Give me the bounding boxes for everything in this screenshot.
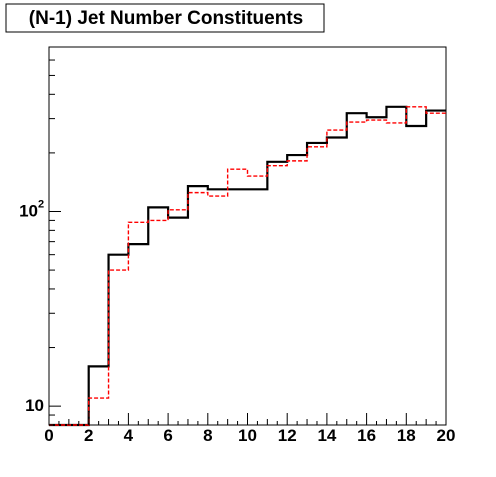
chart-title-box: (N-1) Jet Number Constituents: [5, 3, 325, 33]
x-tick-label: 10: [238, 426, 257, 445]
x-tick-label: 4: [124, 426, 134, 445]
x-tick-label: 16: [357, 426, 376, 445]
x-tick-label: 14: [317, 426, 336, 445]
x-tick-label: 6: [163, 426, 172, 445]
y-tick-label: 10: [19, 201, 38, 220]
chart-title: (N-1) Jet Number Constituents: [29, 8, 303, 29]
x-tick-label: 2: [84, 426, 93, 445]
x-tick-label: 8: [203, 426, 212, 445]
series-red-dashed-histogram: [49, 106, 446, 426]
x-tick-label: 18: [397, 426, 416, 445]
x-tick-label: 20: [437, 426, 456, 445]
series-layer: [49, 105, 446, 427]
y-tick-label: 10: [25, 396, 44, 415]
x-tick-label: 12: [278, 426, 297, 445]
x-tick-label: 0: [44, 426, 53, 445]
x-axis: 0 2 4 6 8 10 12 14 16 18 20: [44, 413, 455, 445]
y-tick-superscript: 2: [38, 198, 44, 210]
